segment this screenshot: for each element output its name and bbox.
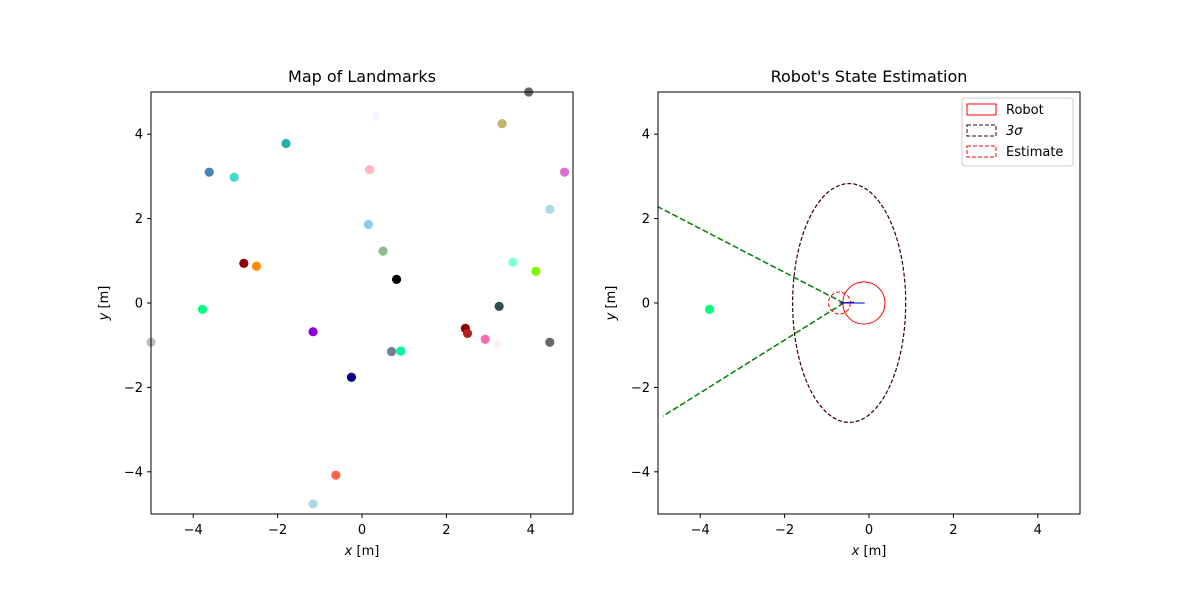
landmark-point xyxy=(480,334,490,344)
state-estimation-ylabel-unit: [m] xyxy=(604,286,619,313)
landmarks-xtick-label: −2 xyxy=(268,523,287,538)
state-estimation-title: Robot's State Estimation xyxy=(771,67,968,86)
landmarks-xtick-label: 4 xyxy=(527,523,535,538)
landmarks-ytick-label: 4 xyxy=(135,128,143,143)
state-estimation-xlabel-unit: [m] xyxy=(859,544,886,559)
landmarks-ytick-label: −4 xyxy=(124,465,143,480)
landmark-point xyxy=(492,339,502,349)
landmark-point xyxy=(378,246,388,256)
landmark-point xyxy=(204,167,214,177)
landmark-point xyxy=(239,258,249,268)
landmarks-xtick-label: 2 xyxy=(442,523,450,538)
landmarks-ylabel-unit: [m] xyxy=(97,286,112,313)
landmarks-xtick-label: −4 xyxy=(184,523,203,538)
state-estimation-ytick-label: 2 xyxy=(642,212,650,227)
state-estimation-xtick-label: −4 xyxy=(691,523,710,538)
landmark-point xyxy=(363,219,373,230)
state-estimation-ytick-label: −2 xyxy=(631,381,650,396)
state-estimation-ytick-label: −4 xyxy=(631,465,650,480)
state-estimation-xtick-label: 2 xyxy=(949,523,957,538)
state-estimation-ticks: −4 −2 0 2 4 −4 −2 0 2 4 xyxy=(631,128,1042,538)
landmark-point xyxy=(251,261,262,271)
landmarks-marks xyxy=(146,87,570,509)
landmarks-ticks: −4 −2 0 2 4 −4 −2 0 2 4 xyxy=(124,128,535,538)
landmark-point xyxy=(331,470,341,480)
state-estimation-ytick-label: 4 xyxy=(642,128,650,143)
state-estimation-marks xyxy=(658,182,907,424)
landmarks-subplot: Map of Landmarks −4 −2 0 2 4 −4 −2 0 2 4 x [m] y … xyxy=(97,67,574,559)
landmark-point xyxy=(392,274,402,284)
landmarks-ytick-label: 0 xyxy=(135,297,143,312)
landmarks-xtick-label: 0 xyxy=(358,523,366,538)
legend-estimate-swatch xyxy=(966,145,997,158)
uncertainty-ellipse xyxy=(792,182,907,424)
legend-robot-label: Robot xyxy=(1006,103,1044,118)
landmarks-xlabel: x [m] xyxy=(344,544,380,559)
landmarks-ytick-label: −2 xyxy=(124,381,143,396)
landmark-point xyxy=(462,328,473,338)
landmark-point xyxy=(281,138,291,149)
sensor-ray xyxy=(658,206,845,304)
state-estimation-xtick-label: 0 xyxy=(865,523,873,538)
landmarks-ytick-label: 2 xyxy=(135,212,143,227)
landmark-point xyxy=(308,499,318,509)
landmark-point xyxy=(531,266,541,276)
state-estimation-xlabel-var: x xyxy=(851,544,860,559)
landmark-point xyxy=(545,337,555,347)
landmarks-ylabel-var: y xyxy=(97,312,112,321)
landmark-point xyxy=(396,346,406,356)
sensor-ray xyxy=(662,302,845,417)
state-estimation-legend: Robot 3σ Estimate xyxy=(961,97,1074,167)
state-estimation-xtick-label: 4 xyxy=(1034,523,1042,538)
landmark-point xyxy=(497,119,507,129)
landmarks-xlabel-unit: [m] xyxy=(352,544,379,559)
legend-estimate-label: Estimate xyxy=(1006,145,1063,160)
landmark-point xyxy=(704,304,715,314)
legend-robot-swatch xyxy=(966,103,997,116)
landmark-point xyxy=(545,204,555,214)
legend-3sigma-swatch xyxy=(966,124,997,137)
legend-3sigma-label: 3σ xyxy=(1006,124,1023,139)
landmarks-title: Map of Landmarks xyxy=(288,67,436,86)
state-estimation-ylabel-var: y xyxy=(604,312,619,321)
landmark-point xyxy=(559,167,570,177)
landmark-point xyxy=(386,346,397,357)
landmark-point xyxy=(229,172,239,182)
state-estimation-xlabel: x [m] xyxy=(851,544,887,559)
landmark-point xyxy=(346,372,357,382)
landmark-point xyxy=(508,257,518,267)
landmark-point xyxy=(364,165,375,175)
landmark-point xyxy=(197,304,208,314)
state-estimation-xtick-label: −2 xyxy=(775,523,794,538)
state-estimation-ytick-label: 0 xyxy=(642,297,650,312)
estimate-heading-line xyxy=(839,301,855,304)
landmark-point xyxy=(494,301,504,311)
landmark-point xyxy=(308,327,318,337)
state-estimation-subplot: Robot's State Estimation −4 −2 0 2 4−4−2024 … xyxy=(604,67,1081,559)
state-estimation-ylabel: y [m] xyxy=(604,286,619,322)
landmarks-ylabel: y [m] xyxy=(97,286,112,322)
landmarks-xlabel-var: x xyxy=(344,544,353,559)
landmark-point xyxy=(371,111,381,122)
